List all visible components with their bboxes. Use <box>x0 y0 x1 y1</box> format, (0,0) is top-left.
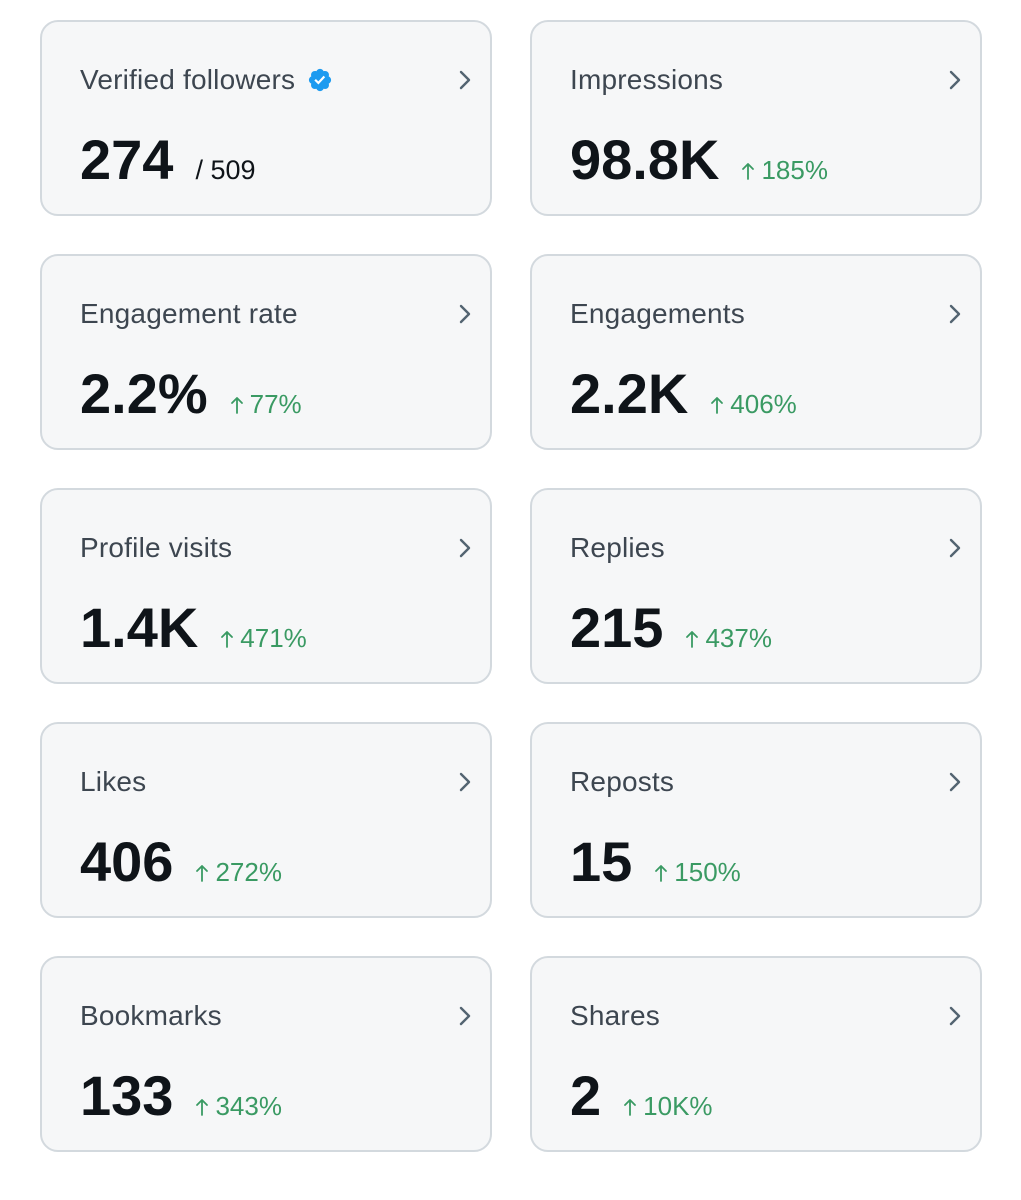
verified-badge-icon <box>309 68 332 92</box>
metric-value-row: 2 10K% <box>570 1064 713 1128</box>
metric-card-profile-visits[interactable]: Profile visits 1.4K 471% <box>40 488 492 684</box>
metric-change: 406% <box>710 389 797 420</box>
chevron-right-icon[interactable] <box>456 1002 476 1030</box>
chevron-right-icon[interactable] <box>946 1002 966 1030</box>
metric-label: Replies <box>570 532 665 563</box>
metric-label: Likes <box>80 766 147 797</box>
metric-change-value: 150% <box>674 857 741 887</box>
metric-label-row: Replies <box>570 528 665 568</box>
metric-change-value: 77% <box>249 389 302 419</box>
metric-change-value: 471% <box>240 623 307 653</box>
metric-label-row: Reposts <box>570 762 674 802</box>
metric-label: Engagement rate <box>80 298 298 329</box>
metric-label-row: Verified followers <box>80 60 333 100</box>
chevron-right-icon[interactable] <box>946 534 966 562</box>
metric-label-row: Impressions <box>570 60 723 100</box>
chevron-right-icon[interactable] <box>456 66 476 94</box>
metric-value-row: 1.4K 471% <box>80 596 307 660</box>
metric-value: 133 <box>80 1064 174 1127</box>
metric-change-value: 272% <box>215 857 282 887</box>
metric-value: 274 <box>80 128 174 191</box>
metrics-grid: Verified followers 274 / 509 Impressions… <box>40 20 982 1152</box>
arrow-up-icon <box>221 631 234 648</box>
chevron-right-icon[interactable] <box>946 66 966 94</box>
metric-change: 343% <box>195 1091 282 1122</box>
chevron-right-icon[interactable] <box>456 768 476 796</box>
metric-change: 437% <box>685 623 772 654</box>
metric-change-value: 406% <box>730 389 797 419</box>
metric-card-engagements[interactable]: Engagements 2.2K 406% <box>530 254 982 450</box>
metric-label-row: Profile visits <box>80 528 232 568</box>
metric-change: 77% <box>230 389 302 420</box>
metric-value: 2.2% <box>80 362 208 425</box>
arrow-up-icon <box>655 865 668 882</box>
metric-value-row: 98.8K 185% <box>570 128 828 192</box>
metric-label-row: Engagement rate <box>80 294 298 334</box>
metric-label-row: Bookmarks <box>80 996 222 1036</box>
metric-value: 98.8K <box>570 128 720 191</box>
arrow-up-icon <box>624 1099 637 1116</box>
metric-change-value: 10K% <box>643 1091 713 1121</box>
metric-card-impressions[interactable]: Impressions 98.8K 185% <box>530 20 982 216</box>
arrow-up-icon <box>686 631 699 648</box>
metric-value-row: 15 150% <box>570 830 741 894</box>
metric-card-engagement-rate[interactable]: Engagement rate 2.2% 77% <box>40 254 492 450</box>
chevron-right-icon[interactable] <box>946 300 966 328</box>
arrow-up-icon <box>742 163 755 180</box>
metric-change: 10K% <box>623 1091 713 1122</box>
metric-card-verified-followers[interactable]: Verified followers 274 / 509 <box>40 20 492 216</box>
metric-value: 215 <box>570 596 664 659</box>
metric-change-value: 437% <box>705 623 772 653</box>
metric-label: Engagements <box>570 298 745 329</box>
metric-value-row: 2.2% 77% <box>80 362 302 426</box>
metric-card-replies[interactable]: Replies 215 437% <box>530 488 982 684</box>
metric-card-shares[interactable]: Shares 2 10K% <box>530 956 982 1152</box>
arrow-up-icon <box>230 397 243 414</box>
metric-label-row: Likes <box>80 762 146 802</box>
arrow-up-icon <box>196 865 209 882</box>
metric-label: Verified followers <box>80 64 296 95</box>
metric-value-row: 274 / 509 <box>80 128 256 192</box>
metric-value: 406 <box>80 830 174 893</box>
metric-label: Shares <box>570 1000 660 1031</box>
metric-value-row: 133 343% <box>80 1064 282 1128</box>
metric-label: Bookmarks <box>80 1000 222 1031</box>
chevron-right-icon[interactable] <box>946 768 966 796</box>
metric-label-row: Shares <box>570 996 660 1036</box>
metric-label: Profile visits <box>80 532 233 563</box>
metric-value-row: 215 437% <box>570 596 772 660</box>
metric-value: 15 <box>570 830 633 893</box>
metric-change: 272% <box>195 857 282 888</box>
chevron-right-icon[interactable] <box>456 534 476 562</box>
metric-card-reposts[interactable]: Reposts 15 150% <box>530 722 982 918</box>
metric-change: 471% <box>220 623 307 654</box>
metric-value: 2.2K <box>570 362 689 425</box>
metric-total: / 509 <box>195 155 256 185</box>
metric-label-row: Engagements <box>570 294 745 334</box>
metric-label: Impressions <box>570 64 724 95</box>
metric-value: 2 <box>570 1064 602 1127</box>
metric-label: Reposts <box>570 766 675 797</box>
metric-change: 150% <box>654 857 741 888</box>
metric-card-likes[interactable]: Likes 406 272% <box>40 722 492 918</box>
metric-value-row: 2.2K 406% <box>570 362 797 426</box>
arrow-up-icon <box>196 1099 209 1116</box>
metric-change-value: 343% <box>215 1091 282 1121</box>
metric-card-bookmarks[interactable]: Bookmarks 133 343% <box>40 956 492 1152</box>
arrow-up-icon <box>711 397 724 414</box>
metric-change: 185% <box>741 155 828 186</box>
metric-value: 1.4K <box>80 596 199 659</box>
metric-change-value: 185% <box>761 155 828 185</box>
chevron-right-icon[interactable] <box>456 300 476 328</box>
metric-value-row: 406 272% <box>80 830 282 894</box>
